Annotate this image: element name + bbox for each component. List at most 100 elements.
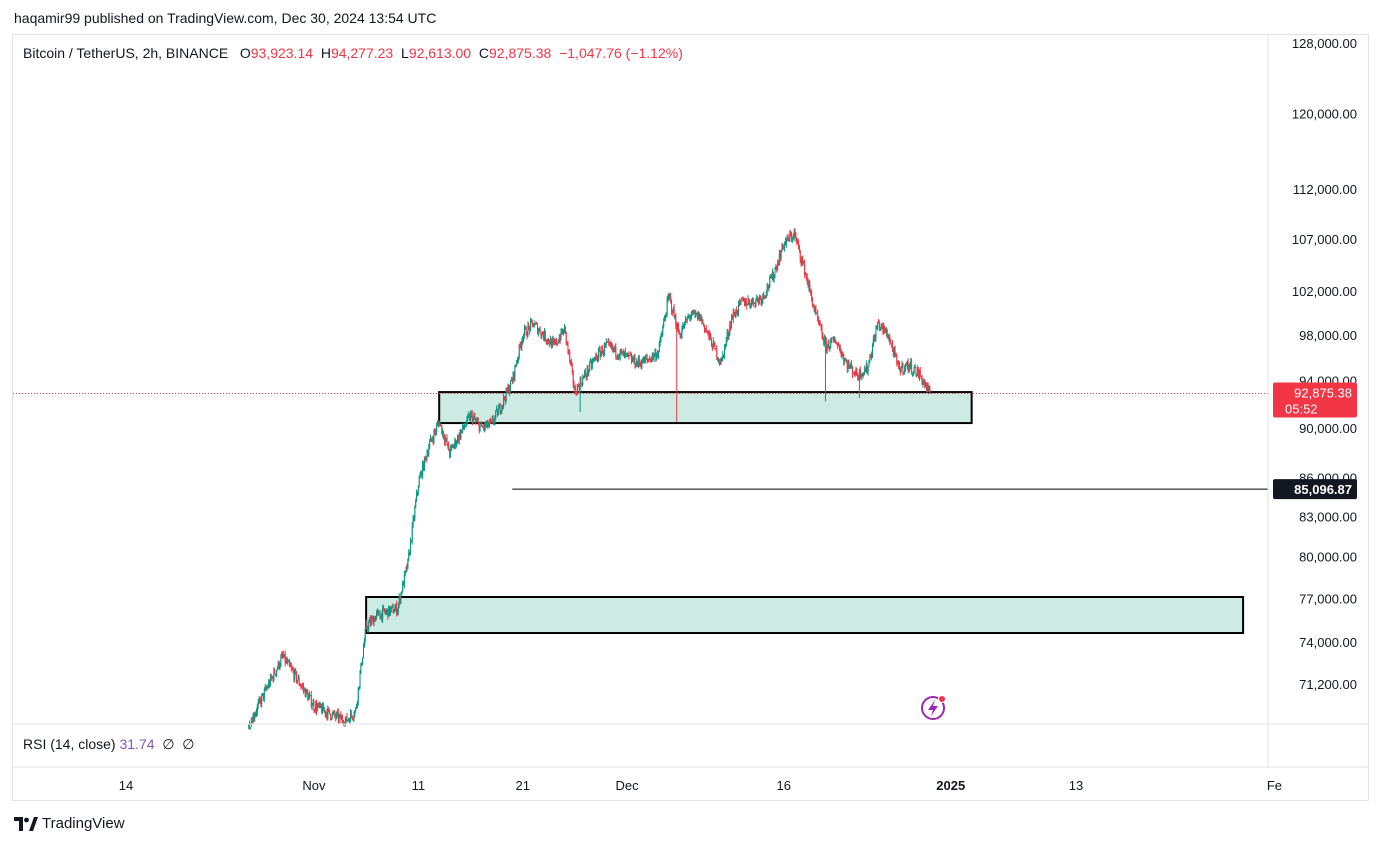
candle: [455, 438, 457, 450]
candle: [778, 260, 779, 266]
candle: [821, 323, 823, 340]
candle: [854, 370, 856, 378]
candle: [293, 667, 295, 683]
candle: [604, 342, 606, 349]
support-zone-rect[interactable]: [438, 391, 973, 425]
candle: [844, 357, 846, 361]
candle: [706, 330, 708, 334]
candle: [793, 228, 795, 242]
candle: [742, 297, 744, 302]
candle: [581, 382, 583, 388]
candle: [624, 351, 626, 359]
price-axis: 71,200.00 74,000.00 77,000.00 80,000.00 83,0…: [1292, 36, 1357, 692]
candle: [773, 274, 775, 283]
candle: [731, 315, 733, 320]
candle: [458, 432, 460, 445]
candle: [444, 435, 446, 447]
flash-icon[interactable]: [921, 695, 946, 720]
candle: [465, 420, 467, 428]
candle: [392, 603, 394, 614]
candle: [889, 334, 891, 346]
candle: [895, 352, 897, 358]
candle: [798, 239, 800, 250]
candle: [622, 351, 624, 355]
support-zone-rect[interactable]: [365, 595, 1245, 635]
candle: [796, 237, 798, 246]
candle: [838, 342, 840, 347]
candle: [576, 391, 578, 396]
time-axis: 14 Nov 11 21 Dec 16 2025 13 Fe: [119, 778, 1282, 793]
candle: [406, 563, 408, 572]
candle: [618, 353, 620, 360]
candle: [256, 708, 257, 718]
candle: [803, 260, 805, 265]
candle: [548, 337, 550, 345]
candle: [529, 326, 531, 335]
candle: [629, 355, 631, 357]
candle: [317, 702, 319, 708]
candle: [364, 626, 366, 644]
candle: [830, 337, 832, 349]
price-tick-label: 74,000.00: [1299, 635, 1357, 650]
candle: [496, 405, 498, 412]
candle: [846, 360, 848, 373]
candle: [753, 302, 755, 305]
candle: [462, 423, 464, 434]
candle: [270, 673, 272, 681]
candle: [295, 667, 297, 675]
candle: [705, 325, 707, 333]
candle: [836, 342, 838, 346]
open-label: O: [239, 45, 251, 61]
candle: [654, 348, 656, 357]
candle: [582, 374, 584, 387]
candle: [590, 357, 592, 363]
candle: [288, 659, 290, 663]
candle: [893, 346, 895, 358]
candle: [276, 669, 278, 678]
candle: [480, 421, 482, 427]
candle: [403, 570, 405, 589]
candle: [732, 308, 734, 324]
candle: [517, 357, 518, 365]
candle: [763, 291, 765, 300]
candle: [349, 717, 351, 724]
candle: [818, 316, 820, 325]
candle: [643, 356, 645, 364]
candle: [538, 327, 540, 332]
candle: [422, 460, 424, 480]
candle: [571, 362, 573, 375]
candle: [274, 668, 276, 675]
candle: [832, 336, 834, 343]
high-label: H: [320, 45, 331, 61]
candle: [577, 383, 579, 388]
candle: [670, 299, 672, 315]
symbol-label[interactable]: Bitcoin / TetherUS, 2h, BINANCE: [23, 45, 229, 61]
candle: [302, 682, 304, 691]
candle: [431, 436, 433, 443]
candle: [586, 365, 588, 381]
candle: [663, 317, 665, 329]
candle: [297, 674, 299, 681]
candle: [650, 356, 652, 363]
candle: [368, 619, 370, 633]
candle: [400, 592, 402, 605]
candle: [851, 365, 853, 379]
candle: [305, 689, 307, 698]
candle: [373, 616, 375, 627]
candle: [416, 491, 418, 497]
candle: [595, 352, 597, 361]
candle: [714, 342, 716, 351]
candle: [500, 409, 502, 415]
tradingview-logo[interactable]: TradingView: [14, 815, 125, 832]
rsi-legend[interactable]: RSI (14, close) 31.74 ∅ ∅: [23, 736, 195, 753]
candle: [514, 364, 516, 382]
candle: [731, 313, 733, 329]
candle: [572, 369, 574, 388]
candle: [760, 295, 762, 306]
candle: [562, 328, 564, 335]
candle: [310, 690, 312, 709]
candle: [535, 322, 537, 325]
candle: [363, 643, 365, 659]
candle: [797, 237, 799, 245]
